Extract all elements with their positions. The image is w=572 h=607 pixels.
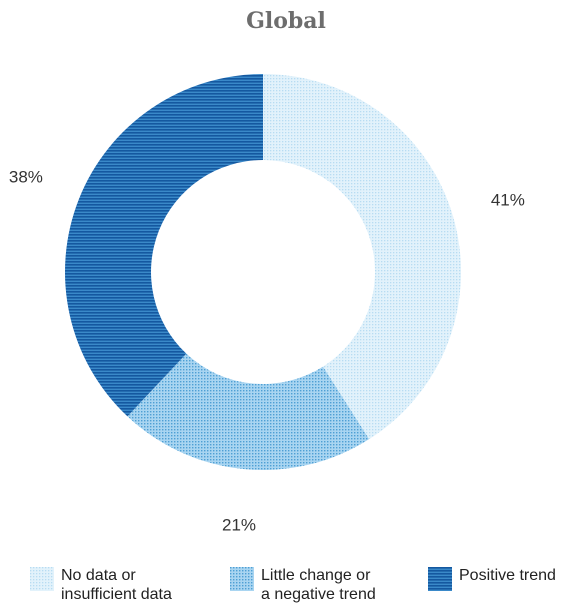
legend-swatch-positive-trend <box>428 567 452 591</box>
slice-label-little-change: 21% <box>222 515 256 534</box>
legend-item-positive-trend: Positive trend <box>428 566 556 591</box>
legend-swatch-little-change <box>230 567 254 591</box>
slice-no-data <box>263 74 461 440</box>
legend-item-no-data: No data or insufficient data <box>30 566 172 604</box>
legend-item-little-change: Little change or a negative trend <box>230 566 376 604</box>
slice-little-change <box>127 353 370 470</box>
chart-title: Global <box>246 8 326 34</box>
slice-label-no-data: 41% <box>491 190 525 209</box>
legend-label-no-data: No data or insufficient data <box>61 567 172 603</box>
slice-positive-trend <box>65 73 263 417</box>
slice-label-positive-trend: 38% <box>9 168 43 187</box>
legend-label-positive-trend: Positive trend <box>459 567 556 584</box>
legend-swatch-no-data <box>30 567 54 591</box>
legend-label-little-change: Little change or a negative trend <box>261 567 376 603</box>
